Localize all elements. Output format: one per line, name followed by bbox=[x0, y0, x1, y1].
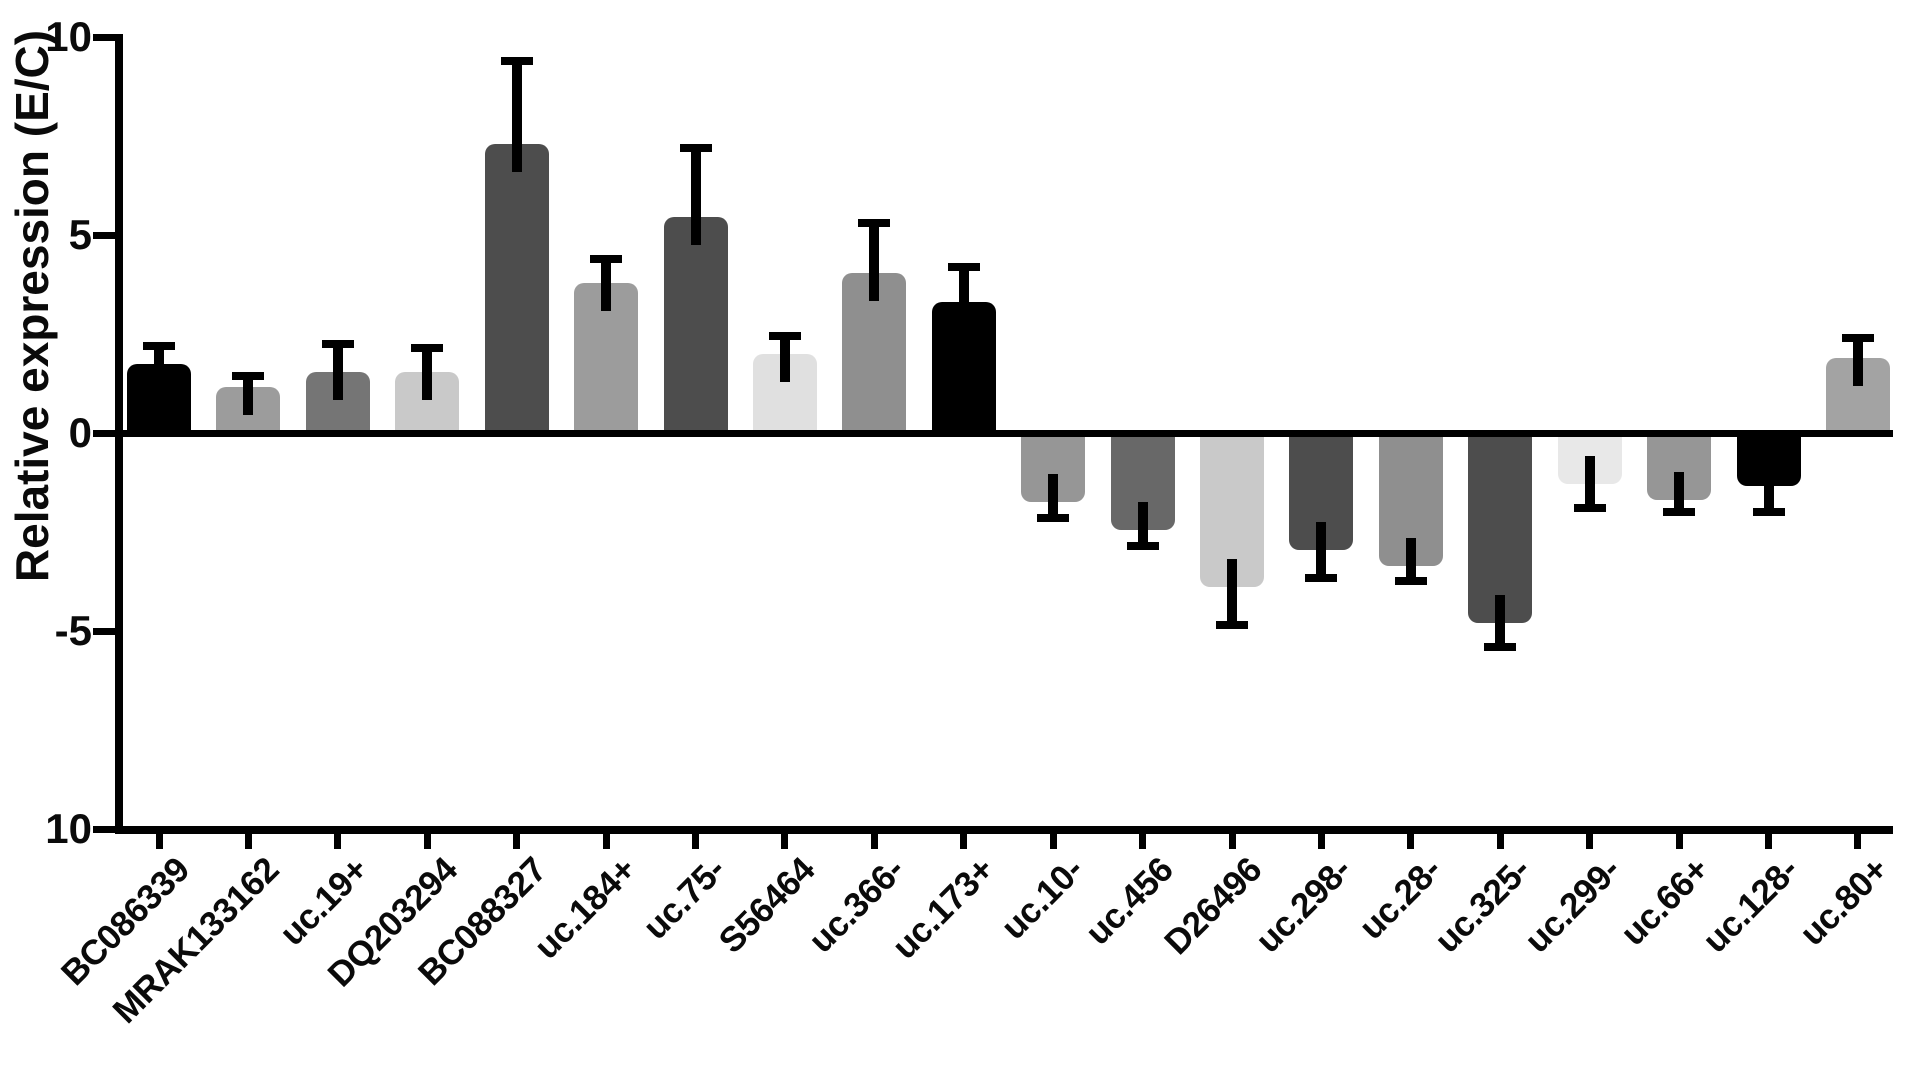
x-axis-spine bbox=[115, 826, 1893, 834]
y-axis-tick bbox=[93, 33, 115, 41]
x-axis-tick bbox=[423, 834, 431, 849]
x-axis-tick bbox=[244, 834, 252, 849]
y-axis-tick bbox=[93, 429, 115, 437]
error-bar-cap bbox=[1663, 508, 1696, 517]
error-bar-cap bbox=[1037, 514, 1070, 523]
x-axis-category-label-text: uc.299- bbox=[1516, 850, 1628, 961]
error-bar-stem bbox=[958, 262, 969, 331]
error-bar-stem bbox=[869, 219, 880, 301]
x-axis-tick bbox=[1496, 834, 1504, 849]
error-bar-cap bbox=[679, 143, 712, 152]
error-bar-stem bbox=[1227, 559, 1238, 630]
x-axis-category-label-text: uc.298- bbox=[1248, 850, 1360, 961]
zero-baseline bbox=[115, 429, 1893, 437]
error-bar-stem bbox=[422, 343, 433, 400]
error-bar-cap bbox=[1305, 573, 1338, 582]
x-axis-category-label-text: uc.10- bbox=[993, 850, 1091, 947]
x-axis-tick bbox=[1407, 834, 1415, 849]
x-axis-category-label-text: uc.128- bbox=[1695, 850, 1807, 961]
error-bar-stem bbox=[601, 254, 612, 311]
y-axis-tick-label: 0 bbox=[68, 409, 92, 456]
x-axis-tick bbox=[870, 834, 878, 849]
y-axis-tick-label: 10 bbox=[45, 805, 92, 852]
error-bar-stem bbox=[1405, 537, 1416, 586]
y-axis-title: Relative expression (E/C) bbox=[6, 29, 58, 583]
error-bar-stem bbox=[1048, 474, 1059, 523]
x-axis-tick bbox=[781, 834, 789, 849]
x-axis-tick bbox=[1049, 834, 1057, 849]
error-bar-stem bbox=[1137, 502, 1148, 550]
x-axis-category-label-text: S56464 bbox=[711, 850, 823, 961]
error-bar-cap bbox=[1841, 334, 1874, 342]
y-axis-tick-label: 10 bbox=[45, 13, 92, 60]
x-axis-tick bbox=[1139, 834, 1147, 849]
y-axis-tick bbox=[93, 825, 115, 833]
error-bar-cap bbox=[1394, 577, 1427, 586]
error-bar-stem bbox=[1674, 472, 1685, 517]
error-bar-cap bbox=[1484, 642, 1517, 651]
x-axis-tick bbox=[1854, 834, 1862, 849]
x-axis-category-label-text: uc.80+ bbox=[1792, 850, 1896, 954]
error-bar-cap bbox=[1752, 508, 1785, 517]
x-axis-tick bbox=[1675, 834, 1683, 849]
error-bar-cap bbox=[1573, 504, 1606, 513]
x-axis-tick bbox=[692, 834, 700, 849]
error-bar-stem bbox=[690, 143, 701, 246]
error-bar-cap bbox=[947, 262, 980, 271]
error-bar-cap bbox=[1216, 621, 1249, 630]
error-bar-stem bbox=[332, 339, 343, 400]
x-axis-tick bbox=[1586, 834, 1594, 849]
error-bar-cap bbox=[858, 219, 891, 228]
bar bbox=[484, 143, 549, 433]
x-axis-tick bbox=[960, 834, 968, 849]
y-axis-tick bbox=[93, 231, 115, 239]
error-bar-stem bbox=[154, 341, 164, 392]
x-axis-tick bbox=[155, 834, 163, 849]
error-bar-stem bbox=[1495, 595, 1506, 651]
x-axis-tick bbox=[602, 834, 610, 849]
error-bar-stem bbox=[1852, 334, 1863, 386]
error-bar-stem bbox=[511, 56, 522, 172]
x-axis-category-label-text: uc.325- bbox=[1427, 850, 1538, 961]
error-bar-cap bbox=[143, 341, 175, 350]
y-axis-spine bbox=[115, 34, 123, 834]
error-bar-cap bbox=[1126, 541, 1159, 550]
y-axis-tick-label: 5 bbox=[68, 211, 92, 258]
x-axis-category-label-text: D26496 bbox=[1157, 850, 1270, 963]
bar bbox=[663, 217, 728, 433]
y-axis-tick bbox=[93, 627, 115, 635]
error-bar-stem bbox=[1763, 458, 1774, 517]
error-bar-stem bbox=[1316, 521, 1327, 582]
error-bar-cap bbox=[768, 332, 801, 341]
y-axis-tick-label: -5 bbox=[54, 607, 92, 654]
x-axis-tick bbox=[1228, 834, 1236, 849]
error-bar-cap bbox=[411, 343, 444, 352]
error-bar-cap bbox=[232, 371, 265, 380]
error-bar-cap bbox=[590, 254, 623, 263]
error-bar-cap bbox=[500, 56, 533, 65]
error-bar-stem bbox=[243, 371, 254, 416]
x-axis-tick bbox=[334, 834, 342, 849]
error-bar-stem bbox=[779, 332, 790, 382]
x-axis-tick bbox=[1765, 834, 1773, 849]
error-bar-stem bbox=[1584, 456, 1595, 513]
error-bar-cap bbox=[321, 339, 354, 348]
x-axis-tick bbox=[513, 834, 521, 849]
bar bbox=[1468, 433, 1533, 624]
x-axis-tick bbox=[1317, 834, 1325, 849]
